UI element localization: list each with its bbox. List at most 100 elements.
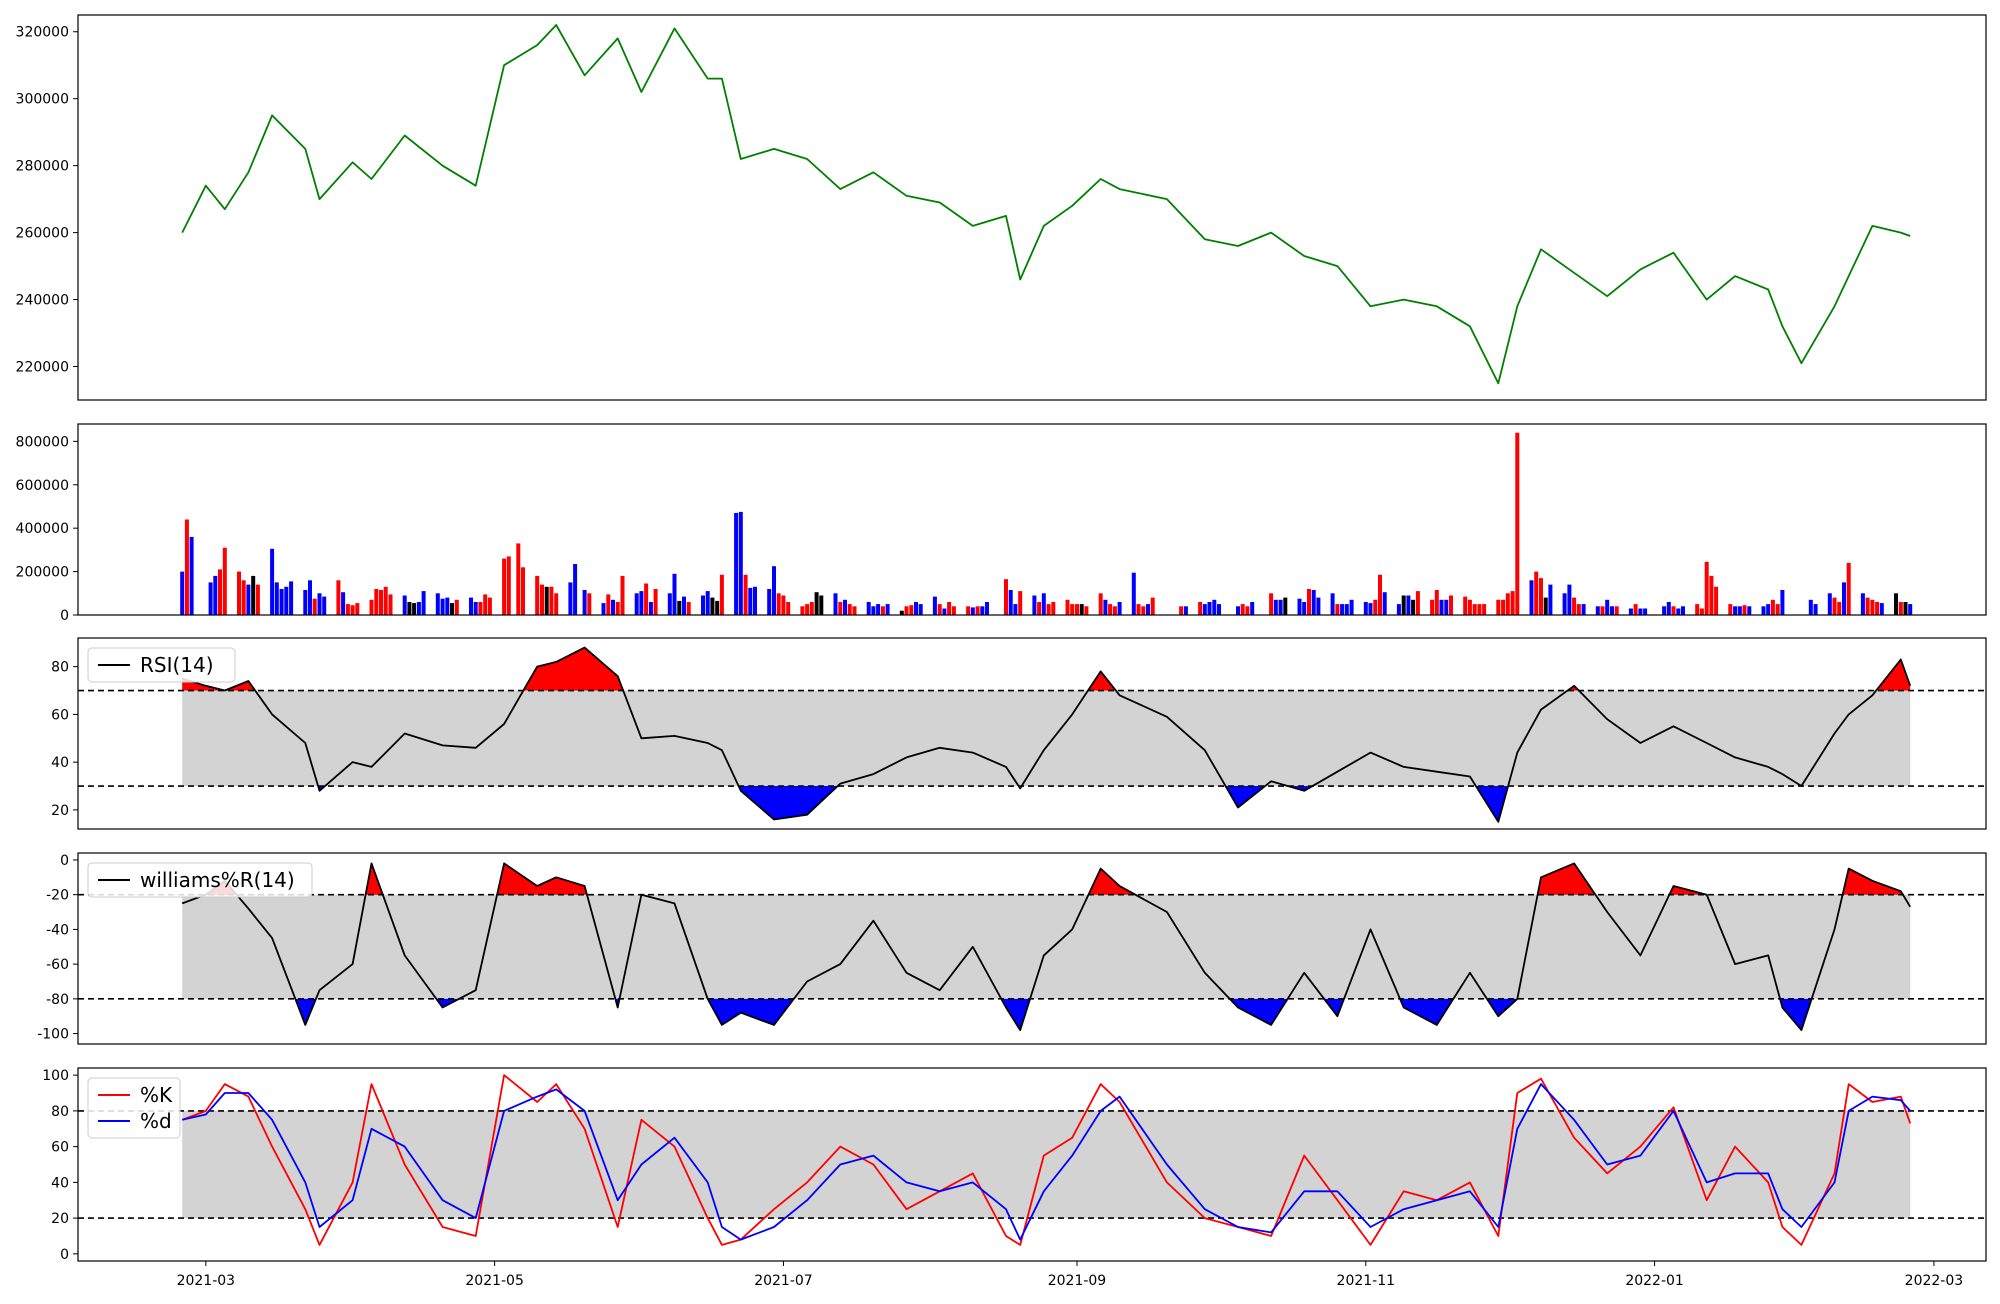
volume-bar [1283,597,1288,615]
neutral-band [182,894,1911,999]
volume-bar [686,602,691,615]
volume-bar [1108,604,1113,615]
y-tick-label: 80 [51,660,69,676]
y-tick-label: 100 [42,1068,69,1084]
volume-bar [918,604,923,615]
volume-bar [1463,596,1468,615]
volume-bar [483,594,488,615]
legend-box [87,862,313,898]
volume-bar [1444,599,1449,615]
volume-bar [1837,602,1842,615]
price-line [181,24,1911,385]
y-tick-label: 0 [60,1247,69,1263]
volume-bar [1633,604,1638,615]
y-tick-label: -40 [46,922,69,938]
volume-bar [478,602,483,615]
volume-bar [904,606,909,615]
volume-bar [611,599,615,615]
volume-bar [753,586,757,615]
x-tick-label: 2021-03 [177,1273,236,1289]
x-tick-label: 2021-09 [1048,1273,1107,1289]
volume-bar [1430,599,1435,615]
volume-bar [1879,603,1884,615]
volume-bar [412,603,417,615]
volume-bar [246,584,251,615]
volume-bar [350,605,355,615]
volume-bar [1212,599,1217,615]
volume-bar [454,599,459,615]
volume-bar [355,603,360,615]
volume-bar [1628,608,1633,615]
x-tick-label: 2021-11 [1337,1273,1396,1289]
y-tick-label: 300000 [16,92,69,108]
volume-bar [1382,592,1387,615]
volume-bar [241,580,246,615]
volume-bar [1576,604,1581,615]
volume-bar [1141,606,1146,615]
volume-bar [1018,591,1023,615]
volume-bar [1297,598,1302,615]
volume-bar [1316,597,1321,615]
volume-bar [1344,604,1349,615]
volume-bar [587,593,592,615]
volume-bar [942,608,947,615]
volume-bar [1842,582,1846,615]
volume-bar [1894,593,1898,615]
volume-bar [535,575,540,615]
volume-bar [620,575,625,615]
volume-bar [644,583,649,615]
volume-bar [521,567,525,616]
volume-bar [1643,608,1648,615]
y-tick-label: 220000 [16,360,69,376]
volume-bar [1411,599,1416,615]
volume-bar [701,595,705,615]
volume-bar [487,597,492,615]
volume-bar [383,586,388,615]
volume-bar [1467,599,1472,615]
volume-bar [1482,604,1487,615]
volume-bar [1051,602,1056,615]
volume-bar [1510,591,1515,615]
volume-bar [1330,593,1335,615]
rsi-line [181,646,1912,823]
volume-bar [852,606,857,615]
volume-bar [1766,604,1771,615]
volume-bar [322,596,327,615]
y-tick-label: 600000 [16,478,69,494]
volume-bar [1572,597,1577,615]
volume-bar [369,599,374,615]
volume-bar [776,593,781,615]
volume-bar [407,602,412,615]
volume-bar [237,571,241,615]
volume-bar [786,602,791,615]
volume-bar [1709,575,1714,615]
volume-bar [1112,606,1117,615]
volume-bar [970,607,975,615]
volume-bar [1610,606,1614,615]
oversold-fill [318,786,1509,822]
volume-bar [1595,606,1600,615]
volume-bar [639,591,644,615]
volume-bar [506,556,511,615]
panel-frame [77,852,1987,1045]
volume-bar [975,606,980,615]
volume-bar [1406,595,1411,615]
y-tick-label: 800000 [16,434,69,450]
volume-bar [947,602,952,615]
volume-bar [1761,606,1766,615]
volume-bar [502,558,507,615]
volume-bar [985,602,989,615]
volume-bar [833,593,838,615]
y-tick-label: -100 [37,1027,69,1043]
volume-bar [435,593,440,615]
volume-bar [1548,584,1553,615]
volume-bar [1515,432,1520,615]
volume-bar [847,604,852,615]
stoch-k-line [181,1074,1912,1246]
volume-bar [843,599,847,615]
neutral-band [182,690,1911,786]
volume-bar [473,602,478,615]
volume-bar [554,593,559,615]
volume-bar [1340,604,1345,615]
